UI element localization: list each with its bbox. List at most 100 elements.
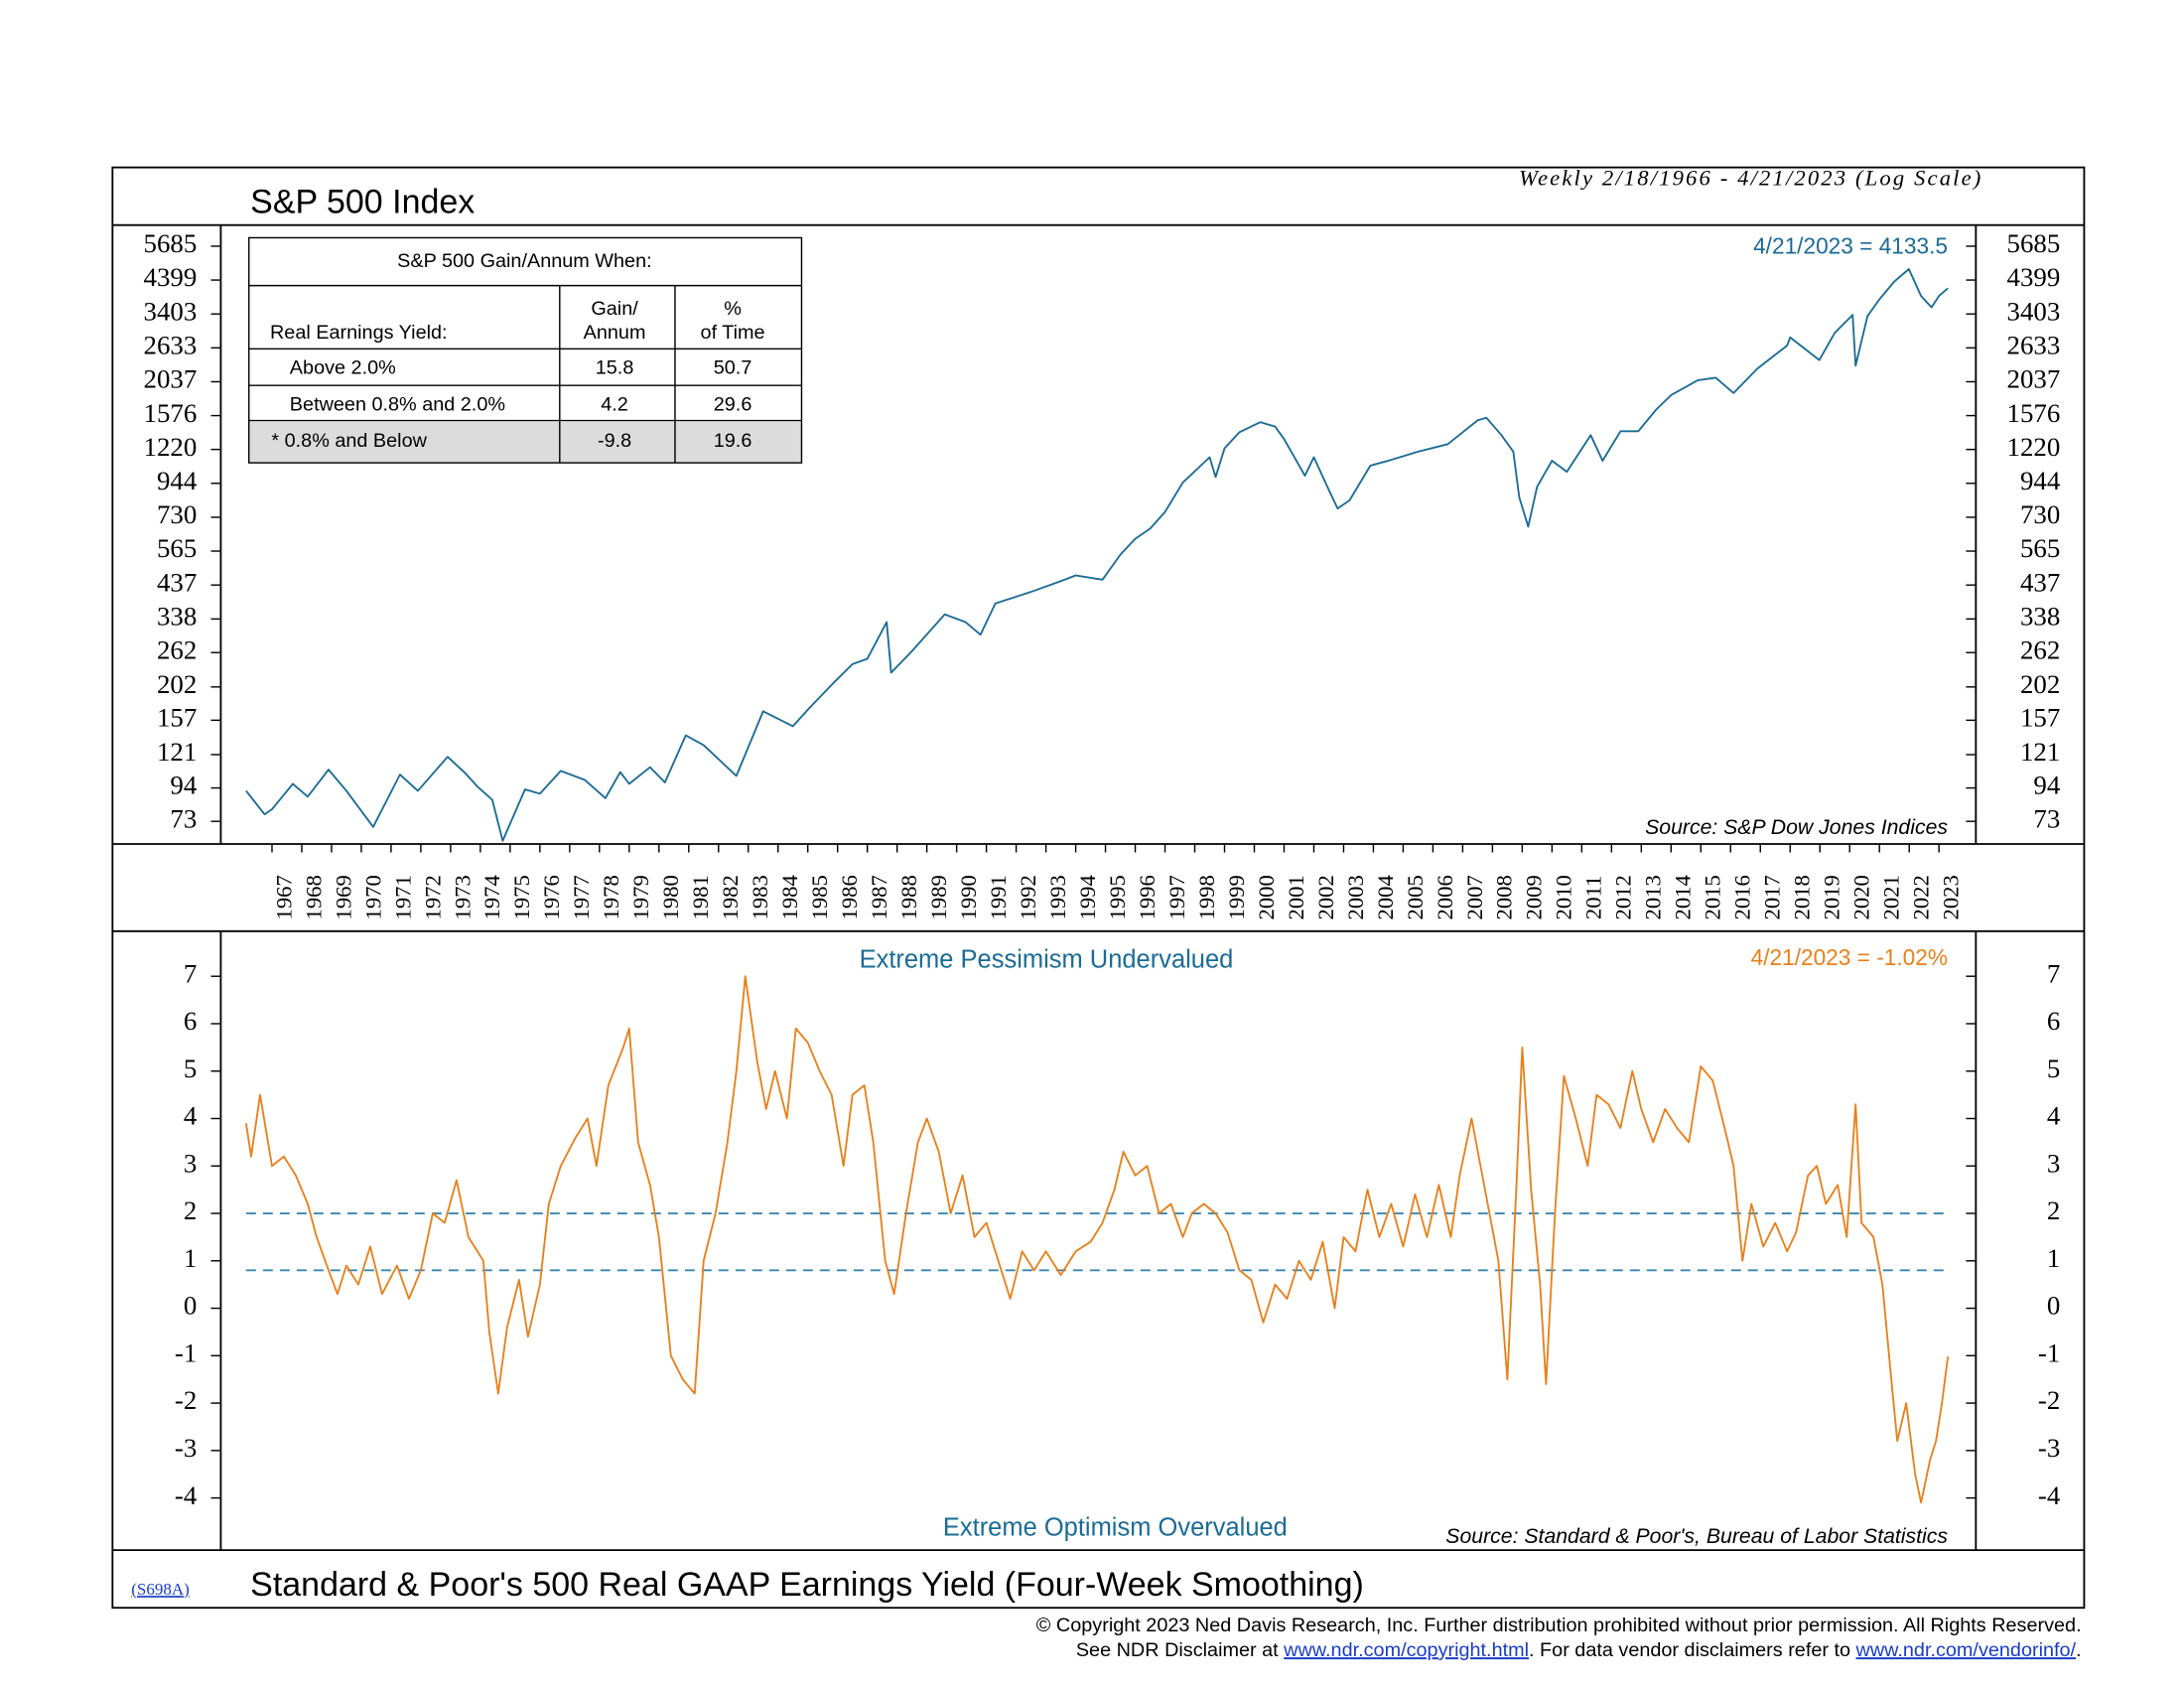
table-cell: -9.8 <box>598 430 631 452</box>
y-tick-label: 3 <box>184 1148 197 1178</box>
x-tick-label: 1984 <box>777 875 802 919</box>
x-tick-label: 1998 <box>1194 875 1219 919</box>
x-tick-label: 1980 <box>658 875 683 919</box>
x-tick-label: 1972 <box>420 875 445 919</box>
y-tick-label: 1220 <box>2007 432 2061 462</box>
link[interactable]: www.ndr.com/copyright.html <box>1283 1639 1529 1661</box>
y-tick-label: 4 <box>184 1101 198 1131</box>
x-tick-label: 1997 <box>1164 875 1189 919</box>
annotation: Extreme Optimism Overvalued <box>943 1514 1288 1542</box>
x-tick-label: 1967 <box>271 875 296 919</box>
y-tick-label: 73 <box>170 803 197 833</box>
x-tick-label: 2011 <box>1581 876 1606 919</box>
y-tick-label: 6 <box>2047 1006 2060 1036</box>
y-tick-label: 1220 <box>144 432 198 462</box>
x-tick-label: 1989 <box>926 875 951 919</box>
x-tick-label: 1982 <box>718 875 743 919</box>
y-tick-label: 202 <box>2020 669 2060 699</box>
x-tick-label: 2006 <box>1433 875 1457 919</box>
x-tick-label: 2019 <box>1820 875 1844 919</box>
y-tick-label: 7 <box>2047 958 2060 988</box>
x-tick-label: 2013 <box>1641 875 1666 919</box>
table-highlight <box>248 422 802 464</box>
y-tick-label: -1 <box>2038 1337 2060 1367</box>
x-tick-label: 1977 <box>569 875 594 919</box>
x-tick-label: 1983 <box>748 875 772 919</box>
y-tick-label: -2 <box>2038 1385 2060 1415</box>
disclaimer-text: . For data vendor disclaimers refer to <box>1529 1639 1856 1661</box>
y-tick-label: 2037 <box>144 364 198 394</box>
y-tick-label: 157 <box>2020 703 2060 733</box>
y-tick-label: 565 <box>157 533 197 563</box>
y-tick-label: 944 <box>2020 466 2061 495</box>
y-tick-label: 121 <box>2020 737 2060 767</box>
chart-title: S&P 500 Index <box>250 183 475 220</box>
y-tick-label: 1576 <box>2007 398 2061 428</box>
x-tick-label: 2012 <box>1611 875 1636 919</box>
x-tick-label: 2021 <box>1879 875 1904 919</box>
annotation: Extreme Pessimism Undervalued <box>860 945 1234 973</box>
y-tick-label: 437 <box>2020 567 2060 597</box>
copyright: © Copyright 2023 Ned Davis Research, Inc… <box>1036 1615 2082 1636</box>
y-tick-label: 94 <box>170 771 197 800</box>
x-tick-label: 1993 <box>1045 875 1070 919</box>
y-tick-label: 0 <box>184 1291 197 1321</box>
y-tick-label: 7 <box>184 958 197 988</box>
x-tick-label: 1990 <box>956 875 981 919</box>
y-tick-label: 338 <box>2020 602 2060 632</box>
y-tick-label: 73 <box>2033 803 2060 833</box>
x-tick-label: 1971 <box>390 875 415 919</box>
annotation: 4/21/2023 = -1.02% <box>1751 944 1948 970</box>
chart-code[interactable]: (S698A) <box>131 1580 190 1599</box>
y-tick-label: 565 <box>2020 533 2060 563</box>
annotation: 4/21/2023 = 4133.5 <box>1753 232 1948 258</box>
y-tick-label: 2633 <box>2007 330 2061 359</box>
table-header: Annum <box>584 322 646 344</box>
y-tick-label: 0 <box>2047 1291 2060 1321</box>
link[interactable]: www.ndr.com/vendorinfo/ <box>1855 1639 2077 1661</box>
table-cell: * 0.8% and Below <box>271 430 427 452</box>
y-tick-label: 944 <box>157 466 198 495</box>
y-tick-label: 202 <box>157 669 197 699</box>
x-tick-label: 1974 <box>479 875 504 919</box>
y-tick-label: 1 <box>184 1243 197 1273</box>
x-tick-label: 1999 <box>1224 875 1249 919</box>
table-cell: 19.6 <box>714 430 752 452</box>
x-tick-label: 1992 <box>1016 875 1040 919</box>
y-tick-label: 6 <box>184 1006 197 1036</box>
x-tick-label: 2004 <box>1373 875 1398 919</box>
y-tick-label: -2 <box>175 1385 197 1415</box>
table-title: S&P 500 Gain/Annum When: <box>397 250 651 272</box>
x-tick-label: 2020 <box>1849 875 1874 919</box>
x-tick-label: 2014 <box>1671 875 1696 919</box>
x-tick-label: 2007 <box>1462 875 1487 919</box>
y-tick-label: -4 <box>175 1480 198 1510</box>
y-tick-label: 1576 <box>144 398 198 428</box>
y-tick-label: -4 <box>2038 1480 2061 1510</box>
y-tick-label: 5 <box>2047 1054 2060 1083</box>
y-tick-label: 262 <box>2020 634 2060 664</box>
disclaimer-text: See NDR Disclaimer at <box>1076 1639 1284 1661</box>
x-tick-label: 1987 <box>867 875 891 919</box>
stats-table: S&P 500 Gain/Annum When: Real Earnings Y… <box>248 236 803 464</box>
x-tick-label: 1978 <box>599 875 623 919</box>
y-tick-label: 1 <box>2047 1243 2060 1273</box>
x-tick-label: 1979 <box>628 875 653 919</box>
disclaimer: See NDR Disclaimer at www.ndr.com/copyri… <box>1076 1639 2082 1661</box>
y-tick-label: 262 <box>157 634 197 664</box>
x-tick-label: 2005 <box>1403 875 1428 919</box>
y-tick-label: 730 <box>157 499 197 529</box>
data-line <box>245 268 1949 842</box>
y-tick-label: -3 <box>175 1433 197 1463</box>
x-tick-label: 1970 <box>360 875 385 919</box>
y-tick-label: 4399 <box>144 262 198 292</box>
table-cell: 15.8 <box>596 356 634 378</box>
x-tick-label: 1991 <box>986 875 1011 919</box>
x-tick-label: 1985 <box>807 875 832 919</box>
table-header: Real Earnings Yield: <box>270 322 448 344</box>
chart-subtitle: Weekly 2/18/1966 - 4/21/2023 (Log Scale) <box>1519 166 1982 191</box>
x-tick-label: 2003 <box>1343 875 1368 919</box>
x-tick-label: 1986 <box>837 875 862 919</box>
x-tick-label: 2022 <box>1909 875 1934 919</box>
x-tick-label: 2010 <box>1552 875 1576 919</box>
